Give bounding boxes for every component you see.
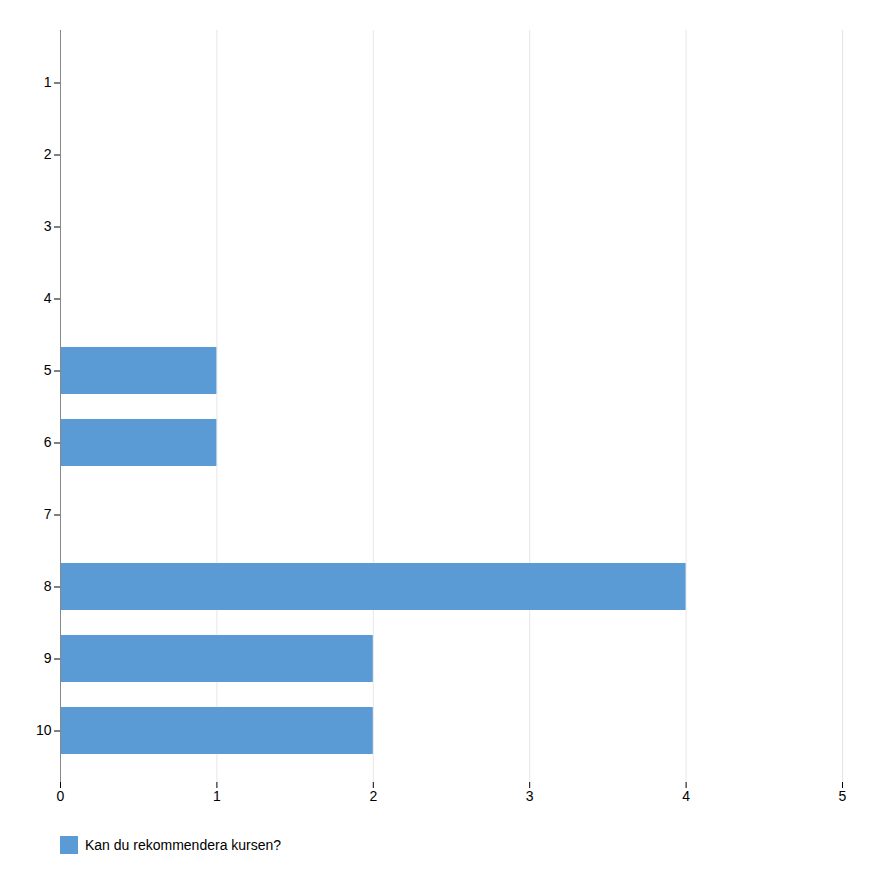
svg-text:6: 6 [44,434,52,450]
svg-text:4: 4 [44,290,52,306]
svg-text:2: 2 [369,788,377,804]
svg-text:4: 4 [682,788,690,804]
svg-text:1: 1 [213,788,221,804]
svg-text:0: 0 [57,788,65,804]
svg-text:5: 5 [839,788,847,804]
svg-text:10: 10 [36,722,52,738]
svg-text:7: 7 [44,506,52,522]
svg-text:2: 2 [44,146,52,162]
svg-text:5: 5 [44,362,52,378]
svg-text:1: 1 [44,74,52,90]
svg-text:9: 9 [44,650,52,666]
svg-text:3: 3 [526,788,534,804]
svg-text:8: 8 [44,578,52,594]
svg-text:3: 3 [44,218,52,234]
html-text:Kan du rekommendera kursen?: Kan du rekommendera kursen? [85,836,282,853]
